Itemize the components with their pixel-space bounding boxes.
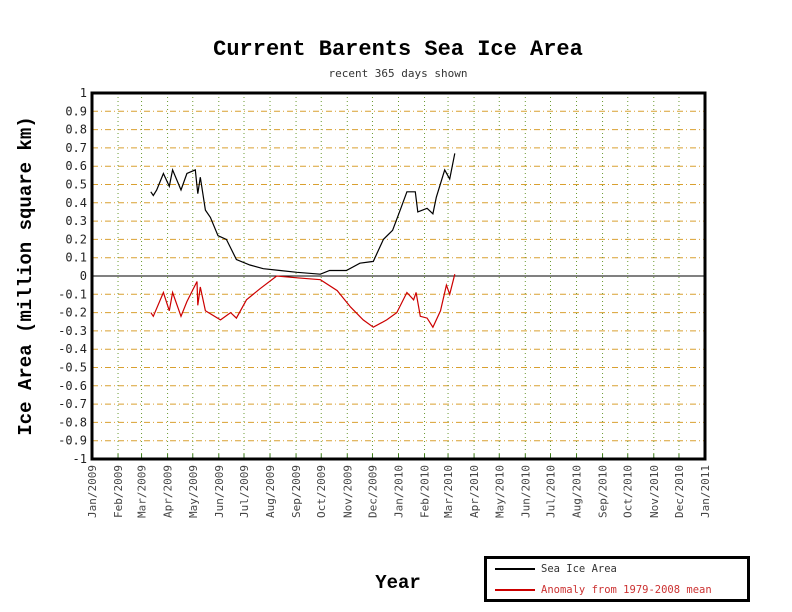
y-tick-label: 0.3 [65, 214, 87, 228]
anomaly-line [150, 274, 456, 329]
x-tick-label: Jan/2010 [393, 465, 406, 518]
x-tick-label: Mar/2009 [136, 465, 149, 518]
y-tick-label: -0.9 [58, 434, 87, 448]
legend-label: Anomaly from 1979-2008 mean [541, 584, 712, 596]
legend-item-anomaly: Anomaly from 1979-2008 mean [495, 584, 712, 596]
x-tick-label: Apr/2009 [162, 465, 175, 518]
x-tick-label: Jun/2009 [213, 465, 226, 518]
y-tick-label: 0.4 [65, 196, 87, 210]
y-tick-label: -0.8 [58, 415, 87, 429]
x-tick-label: Oct/2009 [315, 465, 328, 518]
x-tick-label: Jul/2010 [544, 465, 557, 518]
legend-item-sea-ice-area: Sea Ice Area [495, 563, 617, 575]
x-tick-label: Feb/2009 [112, 465, 125, 518]
x-tick-label: Oct/2010 [622, 465, 635, 518]
axis-ticks: 1 0.9 0.8 0.7 0.6 0.5 0.4 0.3 0.2 0.1 0 -0.1 -0.2 -0.… [58, 86, 712, 518]
x-tick-label: Jan/2011 [699, 465, 712, 518]
legend: Sea Ice Area Anomaly from 1979-2008 mean [484, 556, 750, 602]
x-tick-label: Dec/2009 [366, 465, 379, 518]
x-tick-label: Aug/2010 [571, 465, 584, 518]
y-tick-label: -0.4 [58, 342, 87, 356]
y-tick-label: -0.3 [58, 324, 87, 338]
y-tick-label: 1 [80, 86, 87, 100]
y-tick-label: 0.2 [65, 232, 87, 246]
x-tick-label: Jul/2009 [238, 465, 251, 518]
y-tick-label: 0.5 [65, 178, 87, 192]
x-tick-label: Apr/2010 [468, 465, 481, 518]
sea-ice-area-line [150, 153, 456, 275]
x-tick-label: Feb/2010 [419, 465, 432, 518]
chart-title: Current Barents Sea Ice Area [213, 37, 583, 62]
x-tick-label: Aug/2009 [264, 465, 277, 518]
x-tick-label: Nov/2009 [341, 465, 354, 518]
y-tick-label: -0.2 [58, 306, 87, 320]
y-tick-label: 0.7 [65, 141, 87, 155]
y-tick-label: 0.8 [65, 123, 87, 137]
x-tick-label: Sep/2009 [290, 465, 303, 518]
y-tick-label: 0.6 [65, 159, 87, 173]
x-tick-label: Mar/2010 [442, 465, 455, 518]
y-tick-label: -1 [73, 452, 87, 466]
y-tick-label: -0.5 [58, 361, 87, 375]
y-tick-label: 0.9 [65, 104, 87, 118]
legend-swatch [495, 589, 535, 591]
series-lines [150, 153, 456, 329]
x-axis-label: Year [375, 572, 421, 594]
y-tick-label: -0.1 [58, 287, 87, 301]
legend-swatch [495, 568, 535, 570]
plot-frame [90, 91, 707, 461]
y-tick-label: 0 [80, 269, 87, 283]
x-tick-label: Jan/2009 [86, 465, 99, 518]
legend-label: Sea Ice Area [541, 563, 617, 575]
x-tick-label: Jun/2010 [519, 465, 532, 518]
x-tick-label: Sep/2010 [597, 465, 610, 518]
y-axis-label: Ice Area (million square km) [15, 116, 37, 435]
x-tick-label: May/2009 [187, 465, 200, 518]
x-tick-label: May/2010 [493, 465, 506, 518]
grid [91, 92, 706, 460]
x-tick-label: Dec/2010 [673, 465, 686, 518]
y-tick-label: -0.6 [58, 379, 87, 393]
chart-subtitle: recent 365 days shown [328, 67, 467, 80]
x-tick-label: Nov/2010 [648, 465, 661, 518]
y-tick-label: 0.1 [65, 251, 87, 265]
y-tick-label: -0.7 [58, 397, 87, 411]
